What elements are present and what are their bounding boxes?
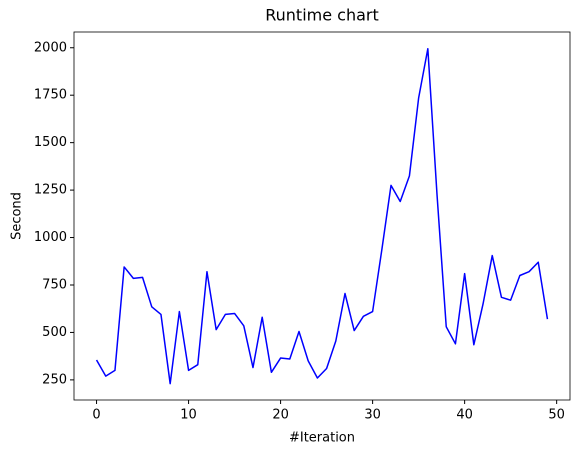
x-tick-label: 0 [92,408,100,423]
y-tick-label: 1250 [34,183,67,198]
y-tick-label: 500 [42,325,67,340]
x-axis-label: #Iteration [289,431,355,446]
x-tick-label: 20 [272,408,289,423]
plot-frame [73,31,571,401]
y-tick-label: 1750 [34,88,67,103]
x-tick-label: 10 [180,408,197,423]
y-tick-label: 1500 [34,135,67,150]
y-tick-label: 750 [42,277,67,292]
y-axis-label: Second [10,192,25,240]
y-tick-label: 250 [42,372,67,387]
y-tick-label: 1000 [34,230,67,245]
y-tick-label: 2000 [34,40,67,55]
x-tick-label: 50 [548,408,565,423]
data-line [95,47,549,385]
x-tick-label: 30 [364,408,381,423]
x-tick-label: 40 [456,408,473,423]
chart-title: Runtime chart [265,6,379,25]
